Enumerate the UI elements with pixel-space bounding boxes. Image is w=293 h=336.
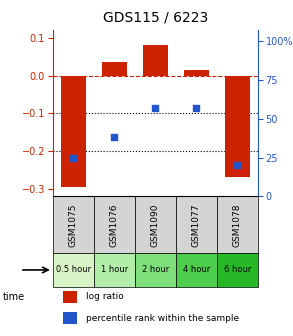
FancyBboxPatch shape — [53, 253, 94, 287]
Bar — [102, 62, 127, 76]
Text: 6 hour: 6 hour — [224, 265, 251, 275]
FancyBboxPatch shape — [217, 196, 258, 253]
Text: GDS115 / 6223: GDS115 / 6223 — [103, 10, 208, 24]
Point — [194, 105, 199, 111]
Text: GSM1090: GSM1090 — [151, 203, 160, 247]
FancyBboxPatch shape — [217, 253, 258, 287]
Point — [235, 163, 240, 168]
Text: GSM1076: GSM1076 — [110, 203, 119, 247]
FancyBboxPatch shape — [94, 196, 135, 253]
FancyBboxPatch shape — [53, 196, 94, 253]
Text: GSM1075: GSM1075 — [69, 203, 78, 247]
Point — [153, 105, 158, 111]
Text: 4 hour: 4 hour — [183, 265, 210, 275]
Text: GSM1078: GSM1078 — [233, 203, 242, 247]
FancyBboxPatch shape — [176, 196, 217, 253]
Text: time: time — [3, 292, 25, 302]
Bar — [143, 45, 168, 76]
Text: GSM1077: GSM1077 — [192, 203, 201, 247]
Bar — [61, 76, 86, 187]
Text: log ratio: log ratio — [86, 292, 123, 301]
FancyBboxPatch shape — [176, 253, 217, 287]
Text: 1 hour: 1 hour — [100, 265, 128, 275]
FancyBboxPatch shape — [135, 253, 176, 287]
Bar — [63, 312, 77, 324]
Text: 0.5 hour: 0.5 hour — [56, 265, 91, 275]
Text: percentile rank within the sample: percentile rank within the sample — [86, 314, 239, 323]
FancyBboxPatch shape — [94, 253, 135, 287]
Text: 2 hour: 2 hour — [142, 265, 169, 275]
Bar — [225, 76, 250, 177]
Bar — [184, 70, 209, 76]
Point — [112, 135, 117, 140]
Bar — [63, 291, 77, 303]
Point — [71, 155, 76, 160]
FancyBboxPatch shape — [135, 196, 176, 253]
